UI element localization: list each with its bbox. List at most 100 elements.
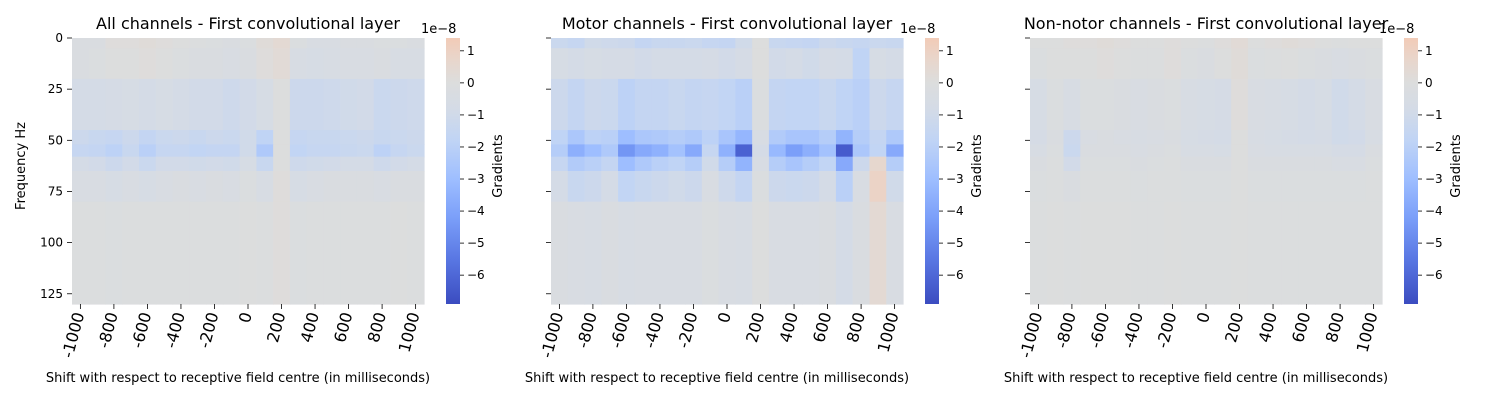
heatmap-cell: [785, 130, 804, 145]
heatmap-cell: [206, 144, 224, 158]
heatmap-cell: [869, 201, 887, 305]
colorbar-tick-label: 0: [1425, 76, 1433, 90]
heatmap-cell: [1147, 156, 1165, 172]
heatmap-cell: [735, 38, 753, 49]
heatmap-cell: [306, 38, 325, 49]
x-tick-label: 600: [330, 310, 356, 344]
colorbar-tick-label: −3: [1425, 172, 1443, 186]
x-tick-label: 600: [1288, 310, 1314, 344]
heatmap-cell: [1298, 38, 1316, 49]
heatmap-cell: [222, 144, 241, 158]
heatmap-cell: [819, 48, 837, 80]
heatmap-cell: [1365, 38, 1383, 49]
heatmap-cell: [390, 156, 408, 172]
heatmap-cell: [618, 171, 636, 203]
heatmap-cell: [852, 38, 871, 49]
x-tick-label: -600: [128, 310, 156, 350]
heatmap-cell: [1030, 201, 1048, 305]
heatmap-cell: [1298, 144, 1316, 158]
heatmap-cell: [1281, 156, 1299, 172]
heatmap-cell: [155, 130, 174, 145]
heatmap-cell: [1030, 171, 1048, 203]
heatmap-cell: [1331, 156, 1350, 172]
heatmap-cell: [1314, 130, 1333, 145]
heatmap-cell: [601, 130, 619, 145]
heatmap-cell: [222, 201, 241, 305]
heatmap-cell: [685, 201, 703, 305]
heatmap-cell: [340, 38, 358, 49]
heatmap-cell: [685, 130, 703, 145]
heatmap-cell: [105, 156, 123, 172]
heatmap-cell: [584, 130, 602, 145]
heatmap-cell: [1214, 144, 1232, 158]
colorbar-tick-label: −4: [946, 204, 964, 218]
x-tick-label: 1000: [874, 310, 903, 354]
colorbar-tick-label: −2: [467, 140, 485, 154]
heatmap-cell: [886, 78, 904, 131]
heatmap-cell: [1214, 156, 1232, 172]
heatmap-cell: [567, 201, 586, 305]
x-tick-label: 600: [809, 310, 835, 344]
heatmap-cell: [685, 144, 703, 158]
heatmap-cell: [567, 156, 586, 172]
heatmap-cell: [1365, 156, 1383, 172]
heatmap-cell: [1180, 171, 1199, 203]
heatmap-cell: [752, 171, 770, 203]
heatmap-cell: [802, 201, 820, 305]
heatmap-cell: [1097, 78, 1115, 131]
heatmap-cell: [1063, 130, 1081, 145]
heatmap-cell: [1231, 201, 1249, 305]
heatmap-cell: [1147, 78, 1165, 131]
colorbar-tick-label: −4: [467, 204, 485, 218]
heatmap-cell: [72, 130, 90, 145]
heatmap-cell: [785, 144, 804, 158]
x-tick-label: 800: [1322, 310, 1348, 344]
heatmap-cell: [584, 38, 602, 49]
heatmap-cell: [105, 201, 123, 305]
heatmap-cell: [551, 201, 569, 305]
heatmap-cell: [340, 156, 358, 172]
colorbar: [925, 38, 939, 304]
heatmap-cell: [88, 156, 107, 172]
heatmap-cell: [735, 156, 753, 172]
heatmap-cell: [189, 144, 207, 158]
colorbar-tick-label: −2: [946, 140, 964, 154]
heatmap-cell: [289, 38, 308, 49]
heatmap-cell: [1214, 38, 1232, 49]
colorbar-tick-label: 1: [1425, 44, 1433, 58]
heatmap-cell: [1231, 78, 1249, 131]
heatmap-cell: [869, 78, 887, 131]
heatmap-cell: [1281, 48, 1299, 80]
heatmap-cell: [1113, 201, 1132, 305]
heatmap-cell: [886, 144, 904, 158]
heatmap-cell: [373, 144, 392, 158]
heatmap-cell: [139, 48, 157, 80]
heatmap-cell: [356, 171, 375, 203]
heatmap-cell: [701, 130, 720, 145]
heatmap-cell: [1030, 144, 1048, 158]
heatmap-cell: [239, 130, 257, 145]
heatmap-cell: [1046, 78, 1065, 131]
heatmap-cell: [1164, 78, 1182, 131]
heatmap-cell: [1097, 201, 1115, 305]
heatmap-cell: [668, 48, 686, 80]
heatmap-cell: [835, 38, 854, 49]
heatmap-cell: [869, 156, 887, 172]
heatmap-cell: [1080, 156, 1098, 172]
heatmap-cell: [1180, 48, 1199, 80]
heatmap-cell: [1164, 171, 1182, 203]
heatmap-cell: [1130, 130, 1148, 145]
colorbar-tick-label: −5: [1425, 236, 1443, 250]
heatmap-cell: [289, 130, 308, 145]
heatmap-cell: [1298, 156, 1316, 172]
colorbar-tick-label: 0: [467, 76, 475, 90]
heatmap-cell: [685, 171, 703, 203]
colorbar: [446, 38, 460, 304]
heatmap-cell: [634, 78, 653, 131]
heatmap-cell: [1030, 48, 1048, 80]
heatmap-cell: [172, 201, 190, 305]
heatmap-cell: [407, 38, 425, 49]
x-tick-label: 1000: [395, 310, 424, 354]
heatmap-cell: [1180, 144, 1199, 158]
x-tick-label: -600: [1086, 310, 1114, 350]
